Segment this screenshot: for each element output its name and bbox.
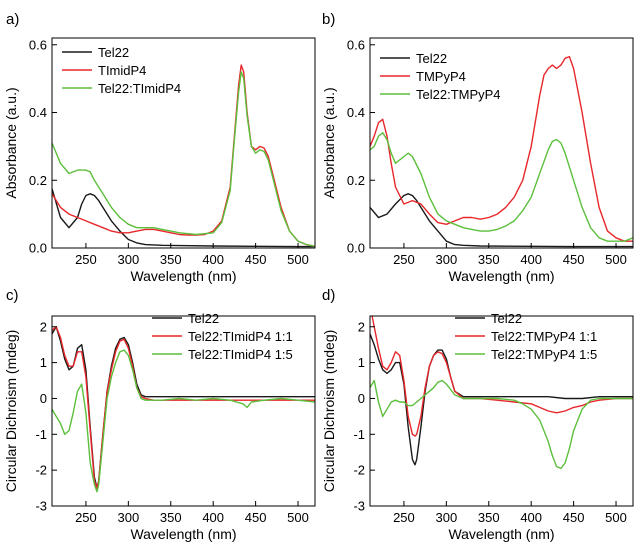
- legend-label: Tel22:TImidP4: [98, 81, 181, 96]
- chart-panel-4: d) 250 300 350 400 450 500 -3 -2 -1 0 1 2 Wavelength …: [321, 287, 634, 542]
- x-tick-label: 300: [118, 252, 140, 267]
- y-tick-label: 2: [358, 319, 365, 334]
- y-tick-label: -3: [353, 499, 365, 514]
- series-line-3: [370, 379, 633, 470]
- panel-letter: a): [6, 11, 19, 28]
- y-axis-title: Absorbance (a.u.): [321, 87, 337, 198]
- x-tick-label: 300: [118, 510, 140, 525]
- x-tick-label: 450: [245, 252, 267, 267]
- legend-label: Tel22: [491, 311, 522, 326]
- y-tick-label: 1: [40, 355, 47, 370]
- x-tick-label: 450: [245, 510, 267, 525]
- x-axis-title: Wavelength (nm): [448, 526, 554, 542]
- legend-label: Tel22:TMPyP4 1:5: [491, 347, 597, 362]
- legend-label: Tel22: [98, 45, 129, 60]
- x-tick-label: 300: [436, 510, 458, 525]
- series-line-2: [52, 64, 315, 247]
- x-tick-label: 400: [520, 510, 542, 525]
- x-tick-label: 300: [436, 252, 458, 267]
- y-tick-label: 0.6: [347, 37, 365, 52]
- x-tick-label: 350: [478, 510, 500, 525]
- y-tick-label: 0: [358, 391, 365, 406]
- x-axis-title: Wavelength (nm): [130, 526, 236, 542]
- x-tick-label: 250: [393, 510, 415, 525]
- series-line-1: [52, 188, 315, 248]
- plot-frame: [369, 37, 634, 249]
- series-line-3: [370, 132, 633, 242]
- x-tick-label: 250: [75, 510, 97, 525]
- y-tick-label: 0.4: [29, 105, 47, 120]
- x-tick-label: 350: [478, 252, 500, 267]
- y-tick-label: 1: [358, 355, 365, 370]
- series-line-2: [371, 316, 633, 437]
- y-tick-label: 0.0: [347, 241, 365, 256]
- chart-panel-1: a) 250 300 350 400 450 500 0.0 0.2 0.4 0.6 Waveleng…: [3, 11, 316, 284]
- x-tick-label: 500: [605, 510, 627, 525]
- y-tick-label: 0: [40, 391, 47, 406]
- series-line-2: [52, 326, 315, 489]
- y-tick-label: 0.6: [29, 37, 47, 52]
- series-line-2: [370, 55, 633, 242]
- plot-frame: [51, 37, 316, 249]
- x-tick-label: 500: [287, 510, 309, 525]
- x-axis-title: Wavelength (nm): [130, 268, 236, 284]
- y-tick-label: -3: [35, 499, 47, 514]
- x-tick-label: 400: [202, 510, 224, 525]
- x-tick-label: 250: [75, 252, 97, 267]
- x-tick-label: 500: [287, 252, 309, 267]
- plot-frame: [369, 315, 634, 507]
- x-tick-label: 400: [202, 252, 224, 267]
- y-tick-label: 0.0: [29, 241, 47, 256]
- legend-label: Tel22:TImidP4 1:1: [188, 329, 293, 344]
- chart-panel-2: b) 250 300 350 400 450 500 0.0 0.2 0.4 0.6 Waveleng…: [321, 11, 634, 284]
- y-tick-label: -2: [35, 463, 47, 478]
- x-tick-label: 450: [563, 510, 585, 525]
- x-tick-label: 450: [563, 252, 585, 267]
- y-tick-label: 0.2: [347, 173, 365, 188]
- y-axis-title: Circular Dichroism (mdeg): [321, 330, 337, 493]
- legend-label: Tel22: [416, 51, 447, 66]
- legend-label: Tel22:TMPyP4 1:1: [491, 329, 597, 344]
- legend-label: Tel22:TImidP4 1:5: [188, 347, 293, 362]
- x-tick-label: 500: [605, 252, 627, 267]
- series-line-3: [52, 71, 315, 247]
- y-tick-label: 0.4: [347, 105, 365, 120]
- panel-letter: c): [6, 287, 19, 304]
- x-tick-label: 400: [520, 252, 542, 267]
- panel-letter: d): [322, 287, 335, 304]
- y-tick-label: -1: [353, 427, 365, 442]
- legend-label: TImidP4: [98, 63, 146, 78]
- chart-panel-3: c) 250 300 350 400 450 500 -3 -2 -1 0 1 2 Wavelength …: [3, 287, 316, 542]
- y-axis-title: Absorbance (a.u.): [3, 87, 19, 198]
- y-tick-label: -1: [35, 427, 47, 442]
- legend-label: Tel22: [188, 311, 219, 326]
- x-tick-label: 350: [160, 252, 182, 267]
- legend-label: Tel22:TMPyP4: [416, 87, 501, 102]
- y-tick-label: 0.2: [29, 173, 47, 188]
- y-tick-label: 2: [40, 319, 47, 334]
- plot-frame: [51, 315, 316, 507]
- x-tick-label: 350: [160, 510, 182, 525]
- series-line-3: [52, 349, 315, 493]
- x-tick-label: 250: [393, 252, 415, 267]
- y-tick-label: -2: [353, 463, 365, 478]
- x-axis-title: Wavelength (nm): [448, 268, 554, 284]
- legend-label: TMPyP4: [416, 69, 466, 84]
- panel-letter: b): [322, 11, 335, 28]
- y-axis-title: Circular Dichroism (mdeg): [3, 330, 19, 493]
